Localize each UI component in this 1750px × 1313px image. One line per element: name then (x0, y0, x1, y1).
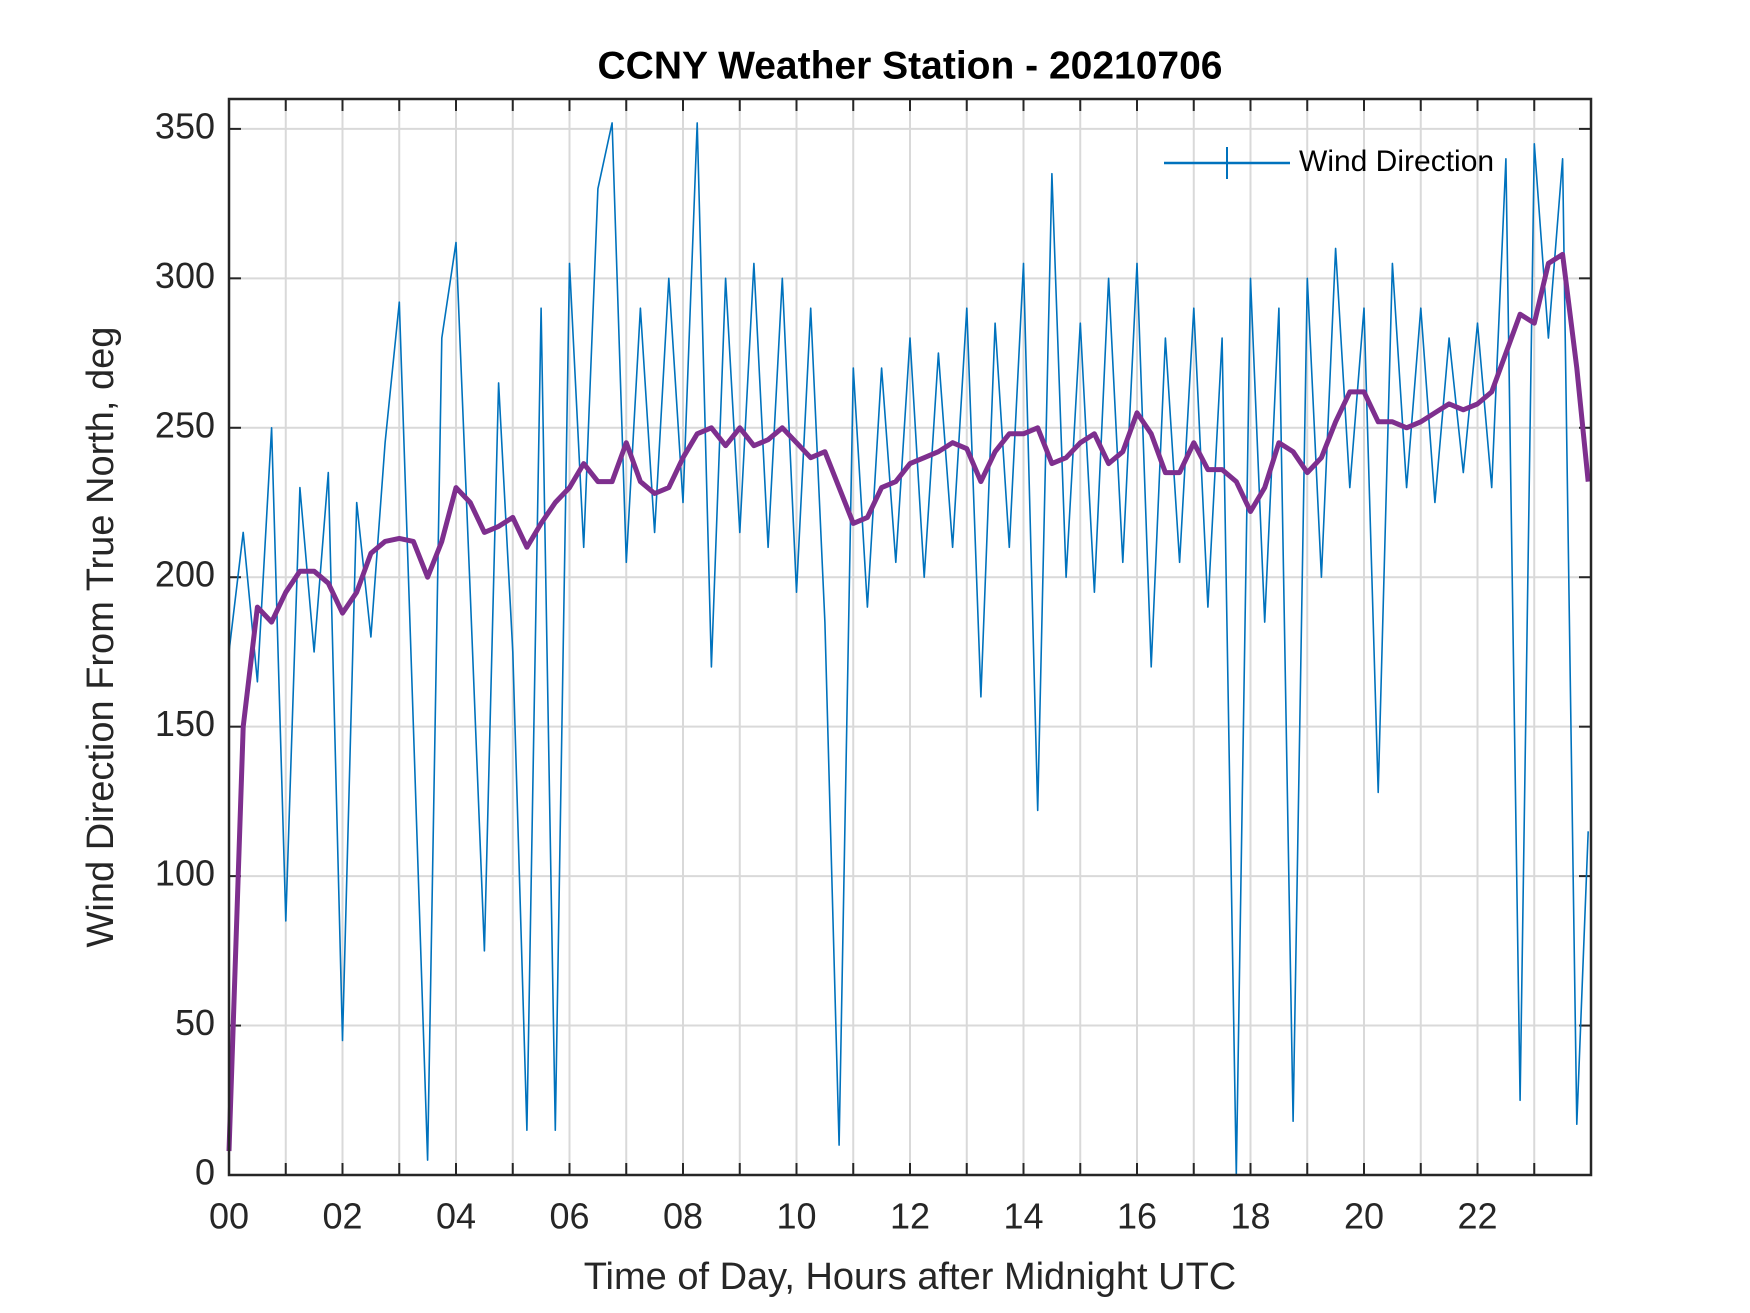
x-tick-label: 14 (1003, 1196, 1043, 1237)
data-line (228, 122, 1589, 1176)
chart-title: CCNY Weather Station - 20210706 (598, 44, 1223, 87)
x-tick-label: 20 (1344, 1196, 1384, 1237)
x-tick-label: 16 (1117, 1196, 1157, 1237)
y-tick-label: 350 (155, 105, 215, 146)
x-tick-label: 10 (776, 1196, 816, 1237)
grid (228, 99, 1591, 1176)
legend-label: Wind Direction (1299, 145, 1494, 178)
data-line (226, 251, 1591, 1152)
x-tick-label: 08 (663, 1196, 703, 1237)
plot-frame (227, 97, 1593, 1177)
y-tick-label: 50 (175, 1002, 215, 1043)
y-tick-label: 100 (155, 853, 215, 894)
x-tick-label: 04 (436, 1196, 476, 1237)
x-tick-label: 06 (549, 1196, 589, 1237)
y-tick-label: 200 (155, 554, 215, 595)
y-axis-label: Wind Direction From True North, deg (80, 327, 122, 948)
x-tick-label: 02 (322, 1196, 362, 1237)
x-tick-label: 12 (890, 1196, 930, 1237)
x-tick-label: 00 (209, 1196, 249, 1237)
x-axis-label: Time of Day, Hours after Midnight UTC (584, 1256, 1237, 1298)
y-tick-label: 150 (155, 703, 215, 744)
x-tick-label: 18 (1230, 1196, 1270, 1237)
x-tick-label: 22 (1457, 1196, 1497, 1237)
y-tick-label: 300 (155, 255, 215, 296)
y-tick-label: 250 (155, 404, 215, 445)
y-tick-label: 0 (195, 1152, 215, 1193)
